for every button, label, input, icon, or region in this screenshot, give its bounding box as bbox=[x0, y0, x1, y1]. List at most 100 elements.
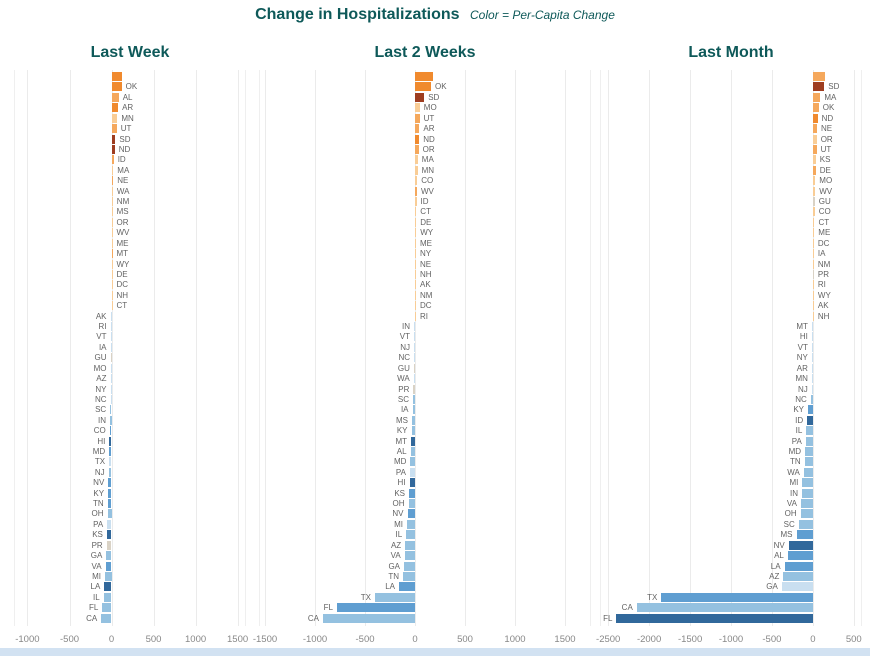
bar-mo bbox=[812, 176, 816, 186]
bar-or bbox=[812, 134, 817, 144]
axis-tick-label: -1000 bbox=[302, 634, 328, 645]
bar-de bbox=[415, 217, 417, 227]
bar-va bbox=[105, 561, 112, 571]
bar-label: IA bbox=[817, 249, 826, 259]
bar-label: FL bbox=[603, 613, 613, 623]
panel-title-last-week: Last Week bbox=[90, 44, 170, 61]
bar-label: SD bbox=[828, 82, 840, 92]
bar-label: SC bbox=[95, 405, 107, 415]
chart-header: Change in Hospitalizations Color = Per-C… bbox=[0, 6, 870, 24]
bar-label: DC bbox=[420, 301, 432, 311]
axis-tick-label: 0 bbox=[108, 634, 115, 645]
bar-label: ND bbox=[423, 134, 435, 144]
bar-label: OH bbox=[784, 509, 797, 519]
bar-ms bbox=[412, 415, 415, 425]
bar-vt bbox=[414, 332, 415, 342]
bar-label: MS bbox=[780, 530, 793, 540]
bar-label: LA bbox=[90, 582, 101, 592]
bar-label: GA bbox=[90, 551, 103, 561]
plot-edge-line bbox=[861, 70, 862, 626]
bar-tx bbox=[375, 592, 415, 602]
gridline bbox=[69, 70, 71, 626]
bar-label: UT bbox=[120, 124, 132, 134]
bar-in bbox=[110, 415, 112, 425]
gridline bbox=[731, 70, 732, 626]
bar-tn bbox=[804, 457, 813, 467]
bar-nv bbox=[407, 509, 415, 519]
bar-label: ME bbox=[420, 238, 432, 248]
bar-nc bbox=[110, 394, 112, 404]
bar-label: MT bbox=[116, 249, 129, 259]
bar-label: NV bbox=[93, 478, 105, 488]
bar-nd bbox=[111, 144, 115, 154]
bar-label: IN bbox=[402, 322, 410, 331]
bar-label: NJ bbox=[798, 384, 808, 394]
bar-label: OR bbox=[422, 144, 435, 154]
bar-label: IN bbox=[98, 415, 106, 425]
bar-wy bbox=[812, 290, 814, 300]
bar-ne bbox=[111, 176, 114, 186]
bar-ia bbox=[412, 405, 415, 415]
bar-label: CA bbox=[307, 613, 319, 623]
bar-pr bbox=[106, 540, 112, 550]
chart-title: Change in Hospitalizations bbox=[255, 6, 460, 23]
bar-label: NC bbox=[398, 353, 410, 363]
bar-ar bbox=[111, 103, 119, 113]
bar-label: AL bbox=[774, 551, 784, 561]
axis-tick-label: 1500 bbox=[227, 634, 249, 645]
bar-label: WY bbox=[817, 290, 831, 300]
bar-tn bbox=[403, 571, 415, 581]
bar-nv bbox=[108, 478, 112, 488]
axis-tick-label: -500 bbox=[59, 634, 80, 645]
bar-tx bbox=[109, 457, 112, 467]
bar-ks bbox=[812, 155, 816, 165]
bar-ri bbox=[415, 311, 416, 321]
bar-label: SD bbox=[428, 92, 440, 102]
bar-label: MD bbox=[788, 446, 802, 456]
bar-nm bbox=[812, 259, 814, 269]
bar-label: RI bbox=[98, 322, 107, 331]
bar-in bbox=[802, 488, 813, 498]
bar-nc bbox=[414, 353, 415, 363]
bar-label: ID bbox=[117, 155, 126, 165]
axis-tick-label: -500 bbox=[355, 634, 375, 645]
bar-mi bbox=[802, 478, 813, 488]
bar-label: MN bbox=[421, 165, 435, 175]
bar-label: CO bbox=[818, 207, 831, 217]
gridline bbox=[415, 70, 416, 626]
bar-la bbox=[784, 561, 813, 571]
bar-label: DC bbox=[116, 280, 129, 290]
bar-sc bbox=[798, 519, 813, 529]
bar-label: MD bbox=[393, 457, 407, 467]
bar-ca bbox=[636, 603, 813, 613]
bar-dc bbox=[111, 280, 113, 290]
bar-label: KY bbox=[793, 405, 804, 415]
bar-al bbox=[410, 446, 415, 456]
axis-tick-label: 500 bbox=[845, 634, 862, 645]
bar-wa bbox=[413, 374, 415, 383]
panel-title-last-month: Last Month bbox=[688, 44, 774, 61]
bar-label: LA bbox=[385, 582, 395, 592]
bar-fl bbox=[337, 603, 415, 613]
bar-label: PA bbox=[791, 436, 802, 446]
bar-label: TN bbox=[388, 571, 399, 581]
bar-label: MO bbox=[423, 103, 437, 113]
bar-label: ME bbox=[818, 228, 831, 238]
bar-or bbox=[111, 217, 113, 227]
bar-co bbox=[415, 176, 418, 186]
bar-label: MS bbox=[116, 207, 129, 217]
axis-tick-label: 1500 bbox=[554, 634, 576, 645]
bar-ma bbox=[812, 92, 821, 102]
bar-va bbox=[404, 551, 415, 561]
bar-label: ND bbox=[118, 144, 131, 154]
plot-edge-line bbox=[245, 70, 246, 626]
axis-tick-label: -1000 bbox=[15, 634, 40, 645]
bar-label: NH bbox=[116, 290, 129, 300]
bar-label: TX bbox=[94, 457, 106, 467]
bar-label: NM bbox=[420, 290, 433, 300]
gridline bbox=[515, 70, 516, 626]
bar-vt bbox=[811, 342, 813, 352]
bar-wv bbox=[415, 186, 417, 196]
gridline bbox=[812, 70, 814, 626]
bar-gu bbox=[812, 197, 815, 206]
